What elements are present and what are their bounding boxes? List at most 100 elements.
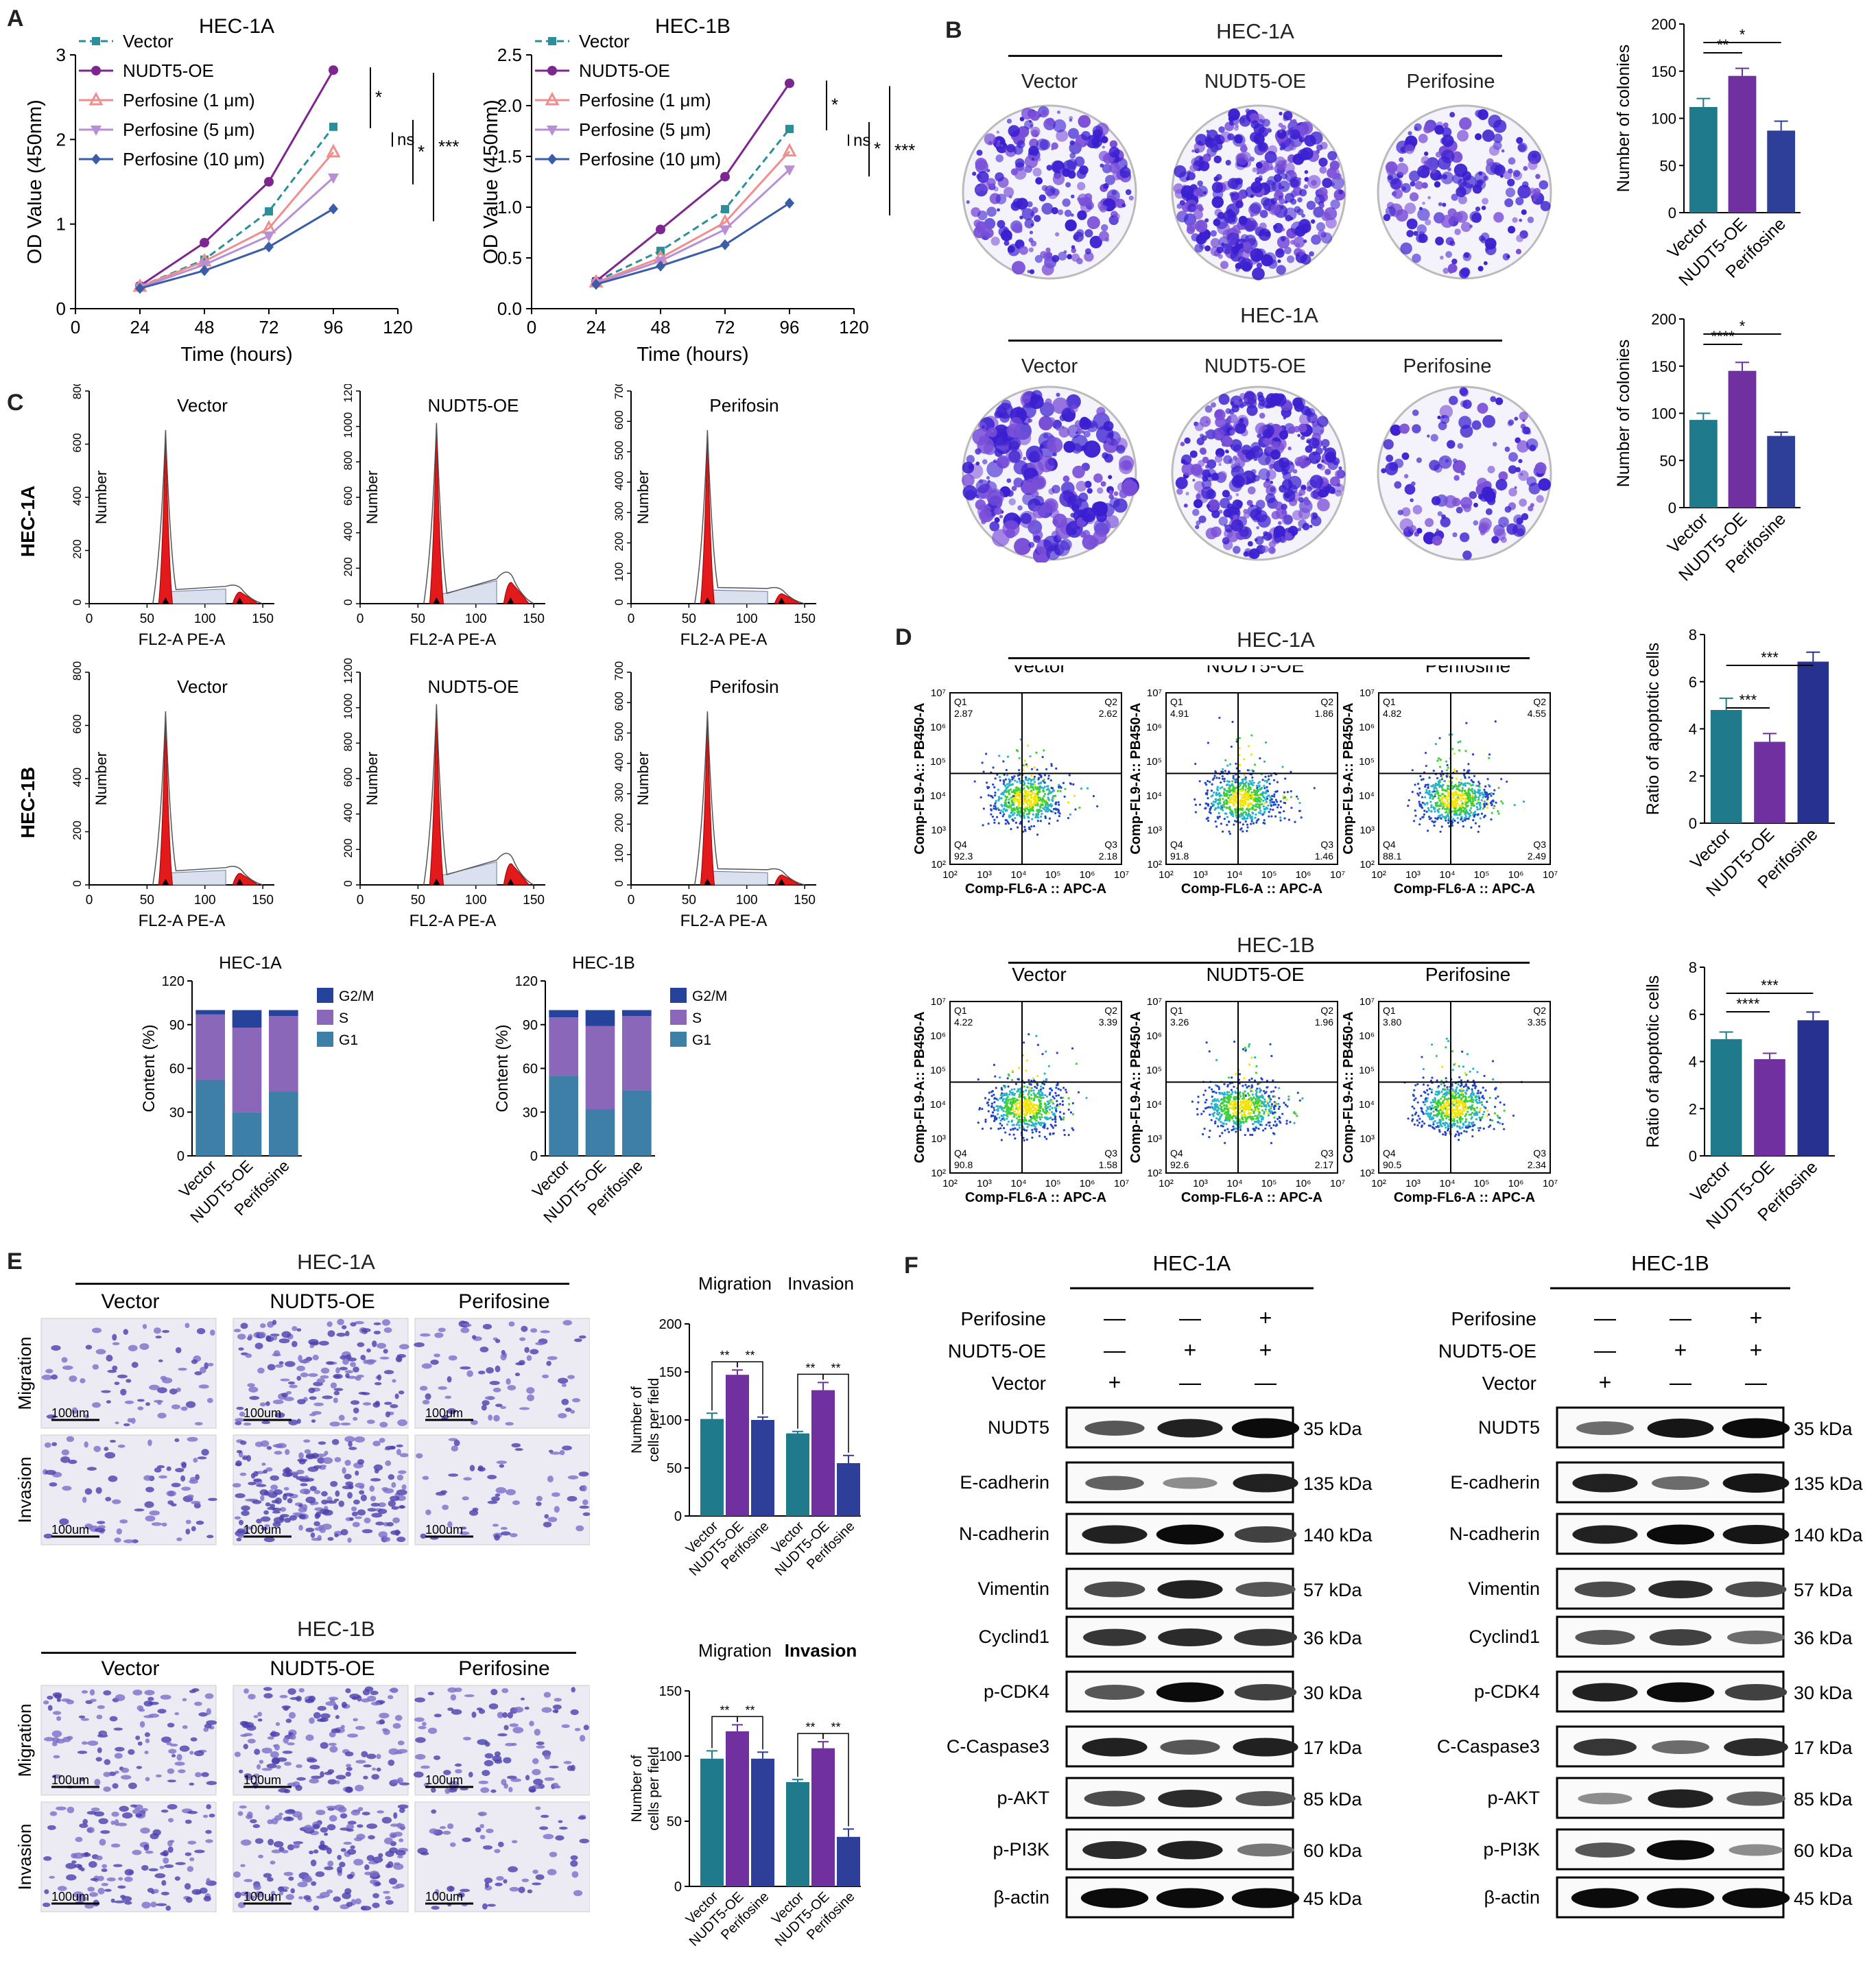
event (1475, 796, 1477, 798)
hist-x-tick-label: 50 (140, 893, 154, 908)
flow-frame (949, 692, 1122, 865)
colony (1103, 183, 1109, 189)
flow-x-tick: 10² (1371, 869, 1386, 881)
event (1036, 794, 1038, 798)
hist-x-tick-label: 100 (465, 612, 487, 626)
event (1263, 785, 1266, 787)
colony (1298, 508, 1311, 520)
quadrant-value: 2.87 (954, 708, 973, 719)
event (1014, 1104, 1018, 1106)
colony (1228, 409, 1235, 415)
colony (1460, 222, 1471, 233)
event (1490, 794, 1493, 797)
event (1043, 1083, 1046, 1086)
event (1269, 796, 1272, 798)
colony (1313, 206, 1325, 218)
colony (1017, 431, 1032, 445)
event (1006, 1115, 1009, 1118)
legend-label: S (339, 1010, 348, 1026)
event (1031, 808, 1034, 811)
event (1233, 802, 1235, 805)
colony (1521, 209, 1527, 215)
event (1011, 1069, 1014, 1072)
event (1485, 791, 1488, 794)
event (1010, 1119, 1013, 1122)
event (1462, 825, 1464, 828)
event (1029, 1100, 1032, 1102)
event (1247, 787, 1250, 790)
g1-marker (433, 879, 440, 885)
colony (1231, 465, 1244, 479)
colony (962, 485, 977, 500)
colony (1265, 493, 1276, 503)
colony (1066, 394, 1081, 410)
hist-y-label: Number (364, 471, 381, 524)
event (997, 1113, 999, 1115)
hist-y-label: Number (93, 471, 110, 524)
colony (1512, 169, 1521, 177)
event (1025, 1069, 1028, 1072)
event (1260, 798, 1263, 801)
event (1001, 811, 1005, 814)
flow-x-tick: 10² (1159, 869, 1174, 881)
event (1018, 807, 1021, 809)
event (1012, 1093, 1015, 1096)
event (1051, 1106, 1054, 1109)
event (1052, 799, 1054, 803)
event (1032, 1103, 1035, 1106)
event (1054, 1091, 1057, 1094)
colony (1242, 261, 1252, 272)
colony (1187, 203, 1196, 213)
hist-y-tick-label: 0 (71, 880, 84, 886)
event (1461, 787, 1464, 790)
colony (1401, 452, 1410, 460)
colony (1483, 261, 1488, 265)
colony (1290, 178, 1300, 188)
colony (1439, 405, 1453, 418)
flow-x-tick: 10⁴ (1010, 1178, 1026, 1189)
event (1257, 785, 1260, 788)
event (1041, 812, 1043, 816)
event (1223, 1091, 1226, 1094)
colony (1102, 145, 1105, 149)
stack-segment (269, 1016, 298, 1092)
event (1282, 796, 1285, 800)
colony (1278, 180, 1290, 192)
event (1046, 1100, 1049, 1103)
event (1213, 777, 1215, 779)
event (1454, 783, 1457, 786)
event (1425, 789, 1428, 792)
flow-frame (1165, 692, 1338, 865)
event (1035, 1114, 1038, 1117)
colony (995, 172, 1004, 182)
colony (1257, 514, 1271, 528)
event (1253, 789, 1256, 792)
bar (1767, 436, 1796, 508)
colony (1078, 115, 1091, 128)
quadrant-value: 2.49 (1528, 851, 1546, 862)
event (1056, 790, 1059, 792)
event (1430, 793, 1433, 796)
event (1034, 800, 1036, 803)
event (1077, 1091, 1080, 1093)
colony (1214, 409, 1226, 420)
event (1445, 819, 1447, 822)
event (1442, 801, 1445, 803)
colony (1488, 145, 1500, 156)
event (1023, 1116, 1026, 1119)
event (1273, 1116, 1276, 1119)
colony (1478, 235, 1485, 241)
event (1248, 780, 1251, 783)
event (1432, 796, 1435, 799)
colony (977, 171, 989, 183)
event (1428, 777, 1431, 779)
flow-x-label: Comp-FL6-A :: APC-A (1181, 881, 1322, 897)
event (1068, 1103, 1071, 1106)
event (1032, 1089, 1035, 1092)
colony (1119, 455, 1135, 471)
legend-label: Perfosine (5 μm) (123, 119, 255, 140)
event (1028, 1079, 1030, 1082)
event (1012, 814, 1014, 816)
colony (1195, 525, 1200, 530)
event (1061, 1100, 1064, 1103)
